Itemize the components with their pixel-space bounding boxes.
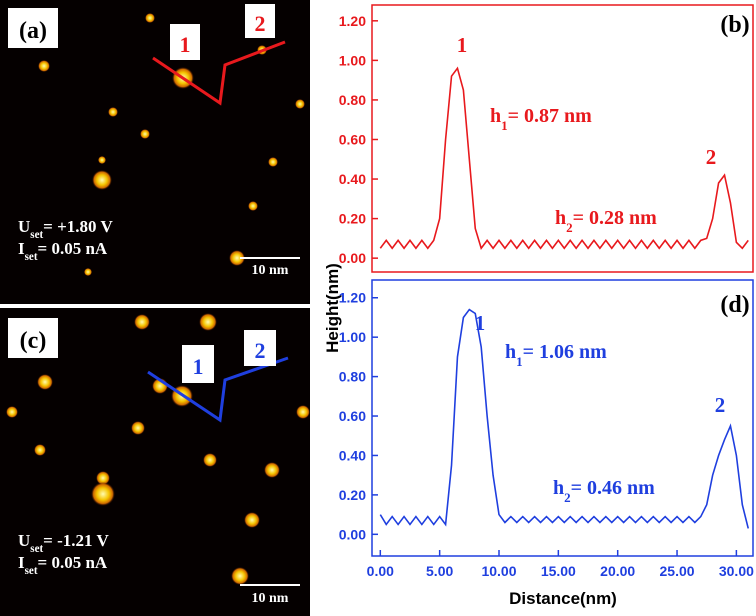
set-condition: Uset= -1.21 V — [18, 531, 109, 555]
set-condition-sub: set — [30, 543, 43, 555]
profile-line — [379, 66, 749, 251]
set-condition-rest: = 0.05 nA — [38, 239, 108, 258]
stm-image-a — [0, 0, 310, 304]
peak-label: 2 — [715, 393, 726, 417]
height-annotation-sub: 1 — [516, 354, 523, 369]
panel-label: (d) — [720, 292, 749, 318]
y-tick-label: 1.20 — [339, 290, 366, 306]
plot-frame — [371, 279, 754, 557]
y-tick-label: 0.00 — [339, 526, 366, 542]
height-annotation: h1= 0.87 nm — [490, 105, 592, 133]
height-annotation: h1= 1.06 nm — [505, 341, 607, 369]
x-tick-label: 5.00 — [426, 563, 453, 579]
height-annotation-rest: = 0.28 nm — [573, 207, 658, 229]
scale-bar-label: 10 nm — [252, 263, 289, 278]
profile-line — [379, 308, 750, 529]
peak-label: 2 — [706, 145, 717, 169]
set-condition-rest: = 0.05 nA — [38, 553, 108, 572]
set-condition: Uset= +1.80 V — [18, 217, 113, 241]
y-tick-label: 0.20 — [339, 487, 366, 503]
panel-label: (b) — [720, 12, 749, 38]
panel-label: (c) — [20, 328, 47, 354]
y-tick-label: 1.20 — [339, 13, 366, 29]
height-annotation-main: h — [490, 105, 501, 127]
profile-marker: 1 — [193, 354, 204, 379]
x-tick-label: 15.00 — [541, 563, 576, 579]
set-condition-rest: = +1.80 V — [43, 217, 113, 236]
set-condition-main: I — [18, 553, 25, 572]
peak-label: 1 — [457, 33, 468, 57]
height-annotation-sub: 2 — [564, 490, 571, 505]
height-annotation-rest: = 1.06 nm — [523, 341, 608, 363]
y-tick-label: 0.40 — [339, 447, 366, 463]
y-tick-label: 1.00 — [339, 52, 366, 68]
set-condition-main: U — [18, 531, 30, 550]
height-annotation: h2= 0.46 nm — [553, 477, 655, 505]
peak-label: 1 — [475, 311, 486, 335]
profile-marker: 1 — [180, 32, 191, 57]
y-tick-label: 0.60 — [339, 408, 366, 424]
height-annotation-rest: = 0.87 nm — [508, 105, 593, 127]
y-tick-label: 0.80 — [339, 92, 366, 108]
height-annotation-main: h — [555, 207, 566, 229]
panel-label: (a) — [19, 18, 47, 44]
set-condition-rest: = -1.21 V — [43, 531, 109, 550]
profile-marker: 2 — [255, 11, 266, 36]
height-annotation-sub: 2 — [566, 220, 573, 235]
x-tick-label: 25.00 — [660, 563, 695, 579]
x-tick-label: 30.00 — [719, 563, 754, 579]
y-tick-label: 0.40 — [339, 171, 366, 187]
x-tick-label: 20.00 — [600, 563, 635, 579]
x-axis-label: Distance(nm) — [509, 589, 617, 608]
height-annotation: h2= 0.28 nm — [555, 207, 657, 235]
set-condition-main: U — [18, 217, 30, 236]
y-tick-label: 1.00 — [339, 329, 366, 345]
x-tick-label: 0.00 — [367, 563, 394, 579]
set-condition-sub: set — [30, 229, 43, 241]
set-condition: Iset= 0.05 nA — [18, 553, 108, 577]
y-tick-label: 0.80 — [339, 369, 366, 385]
y-tick-label: 0.20 — [339, 211, 366, 227]
height-annotation-main: h — [553, 477, 564, 499]
y-tick-label: 0.60 — [339, 131, 366, 147]
y-axis-label: Height(nm) — [323, 263, 342, 353]
scale-bar-label: 10 nm — [252, 591, 289, 606]
height-annotation-sub: 1 — [501, 118, 508, 133]
profile-marker: 2 — [255, 338, 266, 363]
set-condition: Iset= 0.05 nA — [18, 239, 108, 263]
x-tick-label: 10.00 — [481, 563, 516, 579]
set-condition-sub: set — [25, 565, 38, 577]
height-annotation-main: h — [505, 341, 516, 363]
plot-frame — [371, 4, 754, 273]
stm-image-c — [0, 308, 310, 616]
height-annotation-rest: = 0.46 nm — [571, 477, 656, 499]
set-condition-sub: set — [25, 251, 38, 263]
set-condition-main: I — [18, 239, 25, 258]
y-tick-label: 0.00 — [339, 250, 366, 266]
